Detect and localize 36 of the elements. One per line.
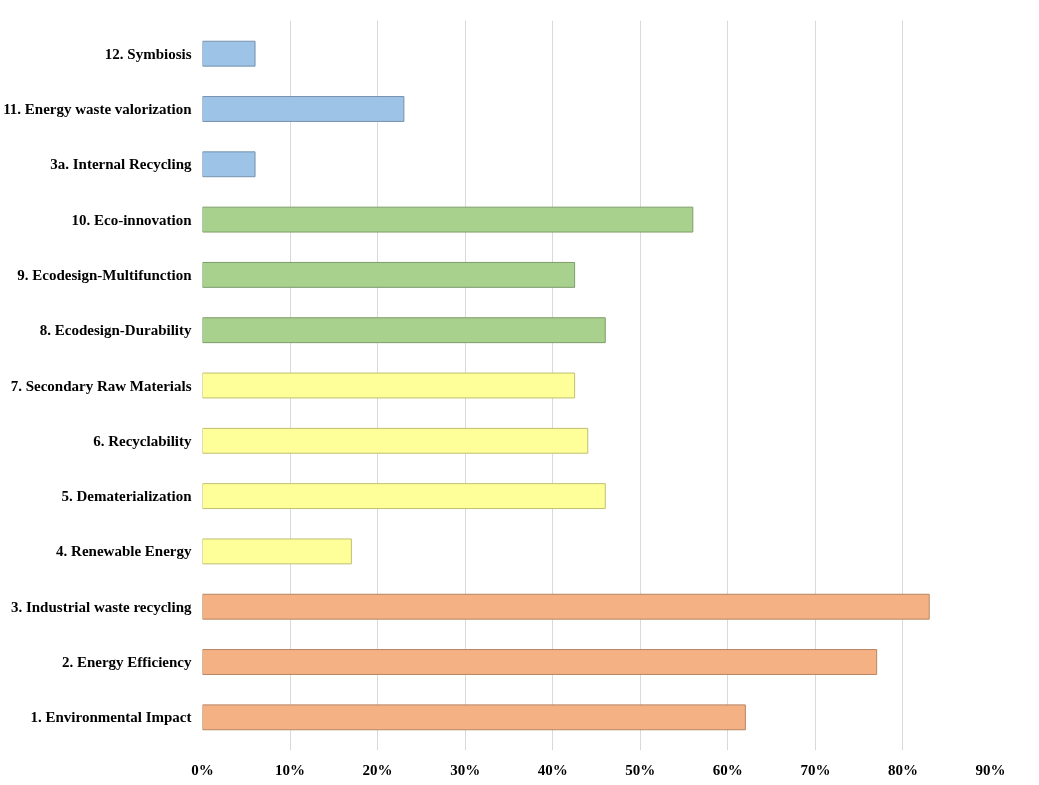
bar xyxy=(202,317,606,344)
bar xyxy=(202,372,576,399)
bar xyxy=(202,483,606,510)
y-tick-label: 3. Industrial waste recycling xyxy=(10,598,192,615)
bar xyxy=(202,206,694,233)
y-tick-label: 6. Recyclability xyxy=(93,432,192,449)
bar xyxy=(202,151,256,178)
y-tick-label: 9. Ecodesign-Multifunction xyxy=(17,266,193,283)
y-tick-label: 11. Energy waste valorization xyxy=(3,100,193,117)
y-tick-label: 10. Eco-innovation xyxy=(71,211,193,228)
y-tick-label: 12. Symbiosis xyxy=(104,45,192,62)
x-tick-label: 40% xyxy=(537,761,568,778)
y-tick-label: 1. Environmental Impact xyxy=(30,709,192,726)
bar xyxy=(202,40,256,67)
bar xyxy=(202,649,878,675)
x-tick-label: 70% xyxy=(800,761,831,778)
bar xyxy=(202,704,746,731)
bar xyxy=(202,427,589,454)
x-tick-label: 30% xyxy=(450,761,481,778)
y-tick-label: 7. Secondary Raw Materials xyxy=(10,377,192,394)
bar xyxy=(202,538,352,565)
x-tick-label: 0% xyxy=(191,761,214,778)
x-tick-label: 10% xyxy=(275,761,306,778)
bar xyxy=(202,261,576,288)
y-tick-label: 4. Renewable Energy xyxy=(56,543,192,560)
bar xyxy=(202,593,930,620)
x-tick-label: 80% xyxy=(887,761,918,778)
y-tick-label: 5. Dematerialization xyxy=(61,488,193,505)
x-tick-label: 90% xyxy=(975,761,1006,778)
y-tick-label: 2. Energy Efficiency xyxy=(61,654,192,671)
x-tick-label: 50% xyxy=(625,761,656,778)
x-tick-label: 20% xyxy=(362,761,393,778)
x-tick-label: 60% xyxy=(712,761,743,778)
y-tick-label: 8. Ecodesign-Durability xyxy=(39,322,192,339)
bar xyxy=(202,96,405,122)
y-tick-label: 3a. Internal Recycling xyxy=(50,156,192,173)
